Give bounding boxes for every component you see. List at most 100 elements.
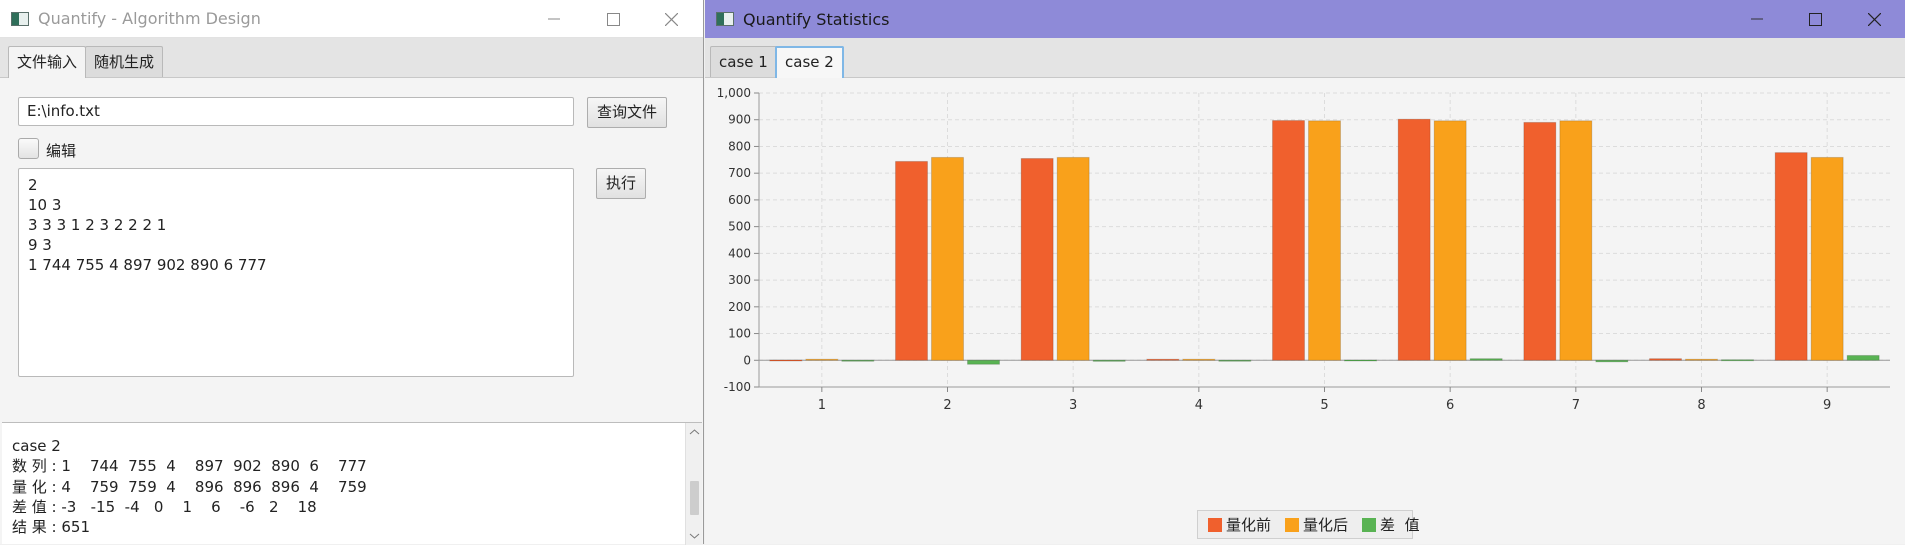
legend-label: 量化后	[1303, 516, 1349, 534]
y-tick-label: 600	[728, 193, 751, 207]
x-tick-label: 1	[818, 398, 826, 413]
bar	[895, 160, 928, 361]
bar	[769, 359, 803, 362]
text-line: 1 744 755 4 897 902 890 6 777	[28, 256, 267, 274]
x-tick-label: 3	[1069, 398, 1077, 413]
close-button[interactable]	[642, 0, 700, 38]
bar	[1523, 121, 1557, 361]
text-line: 2	[28, 176, 38, 194]
text-line: 9 3	[28, 236, 52, 254]
y-tick-label: 1,000	[717, 86, 751, 100]
output-scrollbar[interactable]	[685, 423, 702, 545]
legend-item: 量化前	[1208, 514, 1271, 535]
bar	[841, 359, 875, 362]
text-line: 量 化 : 4 759 759 4 896 896 896 4 759	[12, 477, 367, 496]
bar	[1433, 120, 1467, 361]
main-tabbar: 文件输入 随机生成	[0, 38, 703, 78]
input-text-lines: 2 10 3 3 3 3 1 2 3 2 2 2 1 9 3 1 744 755 4 8…	[28, 175, 564, 275]
app-icon	[11, 11, 29, 26]
input-textarea[interactable]: 2 10 3 3 3 3 1 2 3 2 2 2 1 9 3 1 744 755 4 8…	[18, 168, 574, 377]
x-tick-label: 8	[1697, 398, 1705, 413]
bar	[967, 359, 1000, 365]
y-tick-label: 0	[743, 353, 751, 367]
scroll-up-icon[interactable]	[686, 425, 703, 439]
bar	[1146, 358, 1180, 361]
y-tick-label: 700	[728, 166, 751, 180]
chart-area: -100 0 100 200 300 400 500 600 700 800 900 1,000 1 2 3…	[705, 79, 1905, 544]
bar	[805, 358, 839, 361]
text-line: 3 3 3 1 2 3 2 2 2 1	[28, 216, 167, 234]
legend-item: 量化后	[1285, 514, 1348, 535]
bar	[1182, 358, 1216, 361]
close-icon	[664, 12, 678, 26]
tab-case-1[interactable]: case 1	[710, 46, 777, 77]
text-line: 结 果 : 651	[12, 518, 90, 537]
file-path-input[interactable]: E:\info.txt	[18, 97, 574, 126]
bar	[1397, 118, 1431, 361]
y-tick-label: 400	[728, 246, 751, 260]
bar	[1020, 157, 1054, 361]
file-path-value: E:\info.txt	[27, 102, 100, 120]
close-icon	[1867, 12, 1881, 26]
bar	[1344, 359, 1377, 362]
minimize-button[interactable]	[525, 0, 583, 38]
bar	[1056, 156, 1090, 361]
scrollbar-thumb[interactable]	[690, 481, 699, 515]
app-icon	[716, 12, 734, 26]
query-file-button[interactable]: 查询文件	[587, 97, 667, 128]
execute-button[interactable]: 执行	[596, 168, 646, 199]
legend-swatch	[1285, 517, 1300, 532]
x-tick-label: 7	[1572, 398, 1580, 413]
tab-case-2[interactable]: case 2	[775, 46, 844, 78]
minimize-button[interactable]	[1728, 0, 1786, 38]
legend-label: 量化前	[1226, 516, 1272, 534]
edit-checkbox[interactable]	[18, 138, 39, 159]
edit-label: 编辑	[46, 142, 77, 160]
y-tick-label: 100	[728, 327, 751, 341]
legend-item: 差 值	[1362, 514, 1420, 535]
text-line: 数 列 : 1 744 755 4 897 902 890 6 777	[12, 457, 367, 476]
x-tick-label: 2	[943, 398, 951, 413]
bar	[1649, 358, 1682, 361]
text-line: case 2	[12, 437, 61, 455]
maximize-button[interactable]	[584, 0, 642, 38]
minimize-icon	[548, 18, 560, 20]
y-tick-label: 200	[728, 300, 751, 314]
stats-window-title: Quantify Statistics	[743, 9, 890, 29]
bar	[1218, 359, 1252, 362]
legend-swatch	[1362, 517, 1377, 532]
tab-file-input[interactable]: 文件输入	[8, 46, 87, 78]
bar	[1272, 120, 1305, 361]
legend-swatch	[1208, 517, 1222, 532]
chart-legend: 量化前 量化后 差 值	[1197, 510, 1420, 539]
main-titlebar: Quantify - Algorithm Design	[0, 0, 703, 38]
quantify-main-window: Quantify - Algorithm Design 文件输入 随机生成 E:…	[0, 0, 704, 545]
bar	[1685, 358, 1718, 361]
legend-label: 差 值	[1380, 516, 1420, 534]
minimize-icon	[1751, 18, 1763, 20]
tab-random-generate[interactable]: 随机生成	[85, 46, 164, 77]
y-tick-label: 500	[728, 220, 751, 234]
output-textarea[interactable]: case 2 数 列 : 1 744 755 4 897 902 890 6 77…	[2, 422, 702, 545]
maximize-button[interactable]	[1786, 0, 1844, 38]
y-tick-label: 900	[728, 113, 751, 127]
stats-tabbar: case 1 case 2	[705, 38, 1905, 78]
bar	[1092, 359, 1126, 362]
y-tick-label: -100	[724, 380, 751, 394]
x-tick-label: 6	[1446, 398, 1454, 413]
text-line: 差 值 : -3 -15 -4 0 1 6 -6 2 18	[12, 497, 317, 516]
x-tick-label: 5	[1320, 398, 1328, 413]
scroll-down-icon[interactable]	[686, 529, 703, 543]
x-tick-label: 9	[1823, 398, 1831, 413]
maximize-icon	[606, 12, 620, 26]
bar	[1595, 359, 1629, 363]
y-tick-label: 800	[728, 139, 751, 153]
statistics-window: Quantify Statistics case 1 case 2 -100 0 1…	[705, 0, 1905, 544]
text-line: 10 3	[28, 196, 62, 214]
stats-titlebar: Quantify Statistics	[705, 0, 1905, 38]
bar	[1721, 359, 1754, 362]
y-tick-label: 300	[728, 273, 751, 287]
bar	[1559, 120, 1593, 361]
close-button[interactable]	[1845, 0, 1903, 38]
bar-chart: -100 0 100 200 300 400 500 600 700 800 900 1,000 1 2 3…	[717, 86, 1890, 413]
